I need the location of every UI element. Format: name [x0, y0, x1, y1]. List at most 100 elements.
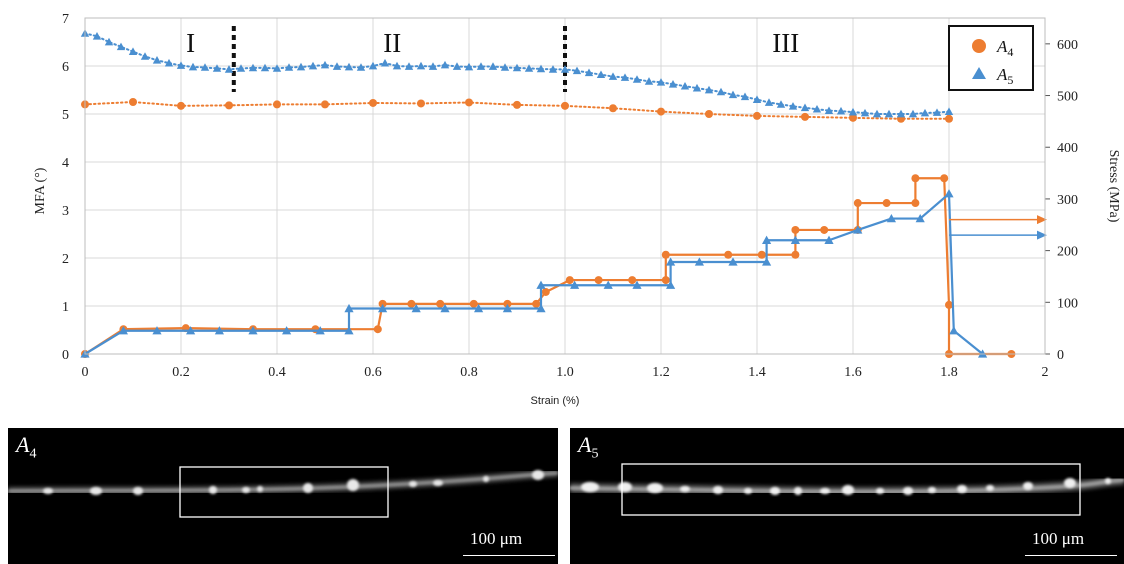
stress-point-a5	[728, 257, 738, 266]
y-left-tick-label: 1	[62, 300, 69, 315]
x-tick-label: 0.2	[172, 365, 190, 380]
stress-point-a5	[915, 213, 925, 223]
mfa-point-a5	[212, 64, 222, 72]
scale-bar-label-a5: 100 μm	[1032, 529, 1085, 548]
stress-point-a5	[944, 189, 954, 198]
legend-letter: A	[996, 37, 1008, 56]
mfa-point-a5	[488, 62, 498, 70]
mfa-point-a5	[668, 80, 678, 88]
region-label: I	[186, 28, 195, 58]
y-right-tick-label: 300	[1057, 193, 1078, 208]
mfa-point-a5	[788, 102, 798, 110]
y-left-tick-label: 3	[62, 204, 69, 219]
y-left-tick-label: 2	[62, 252, 69, 267]
mfa-point-a5	[608, 72, 618, 80]
stress-point-a5	[214, 326, 224, 335]
stress-point-a4	[407, 299, 416, 308]
mfa-point-a5	[104, 37, 114, 46]
y-left-tick-label: 5	[62, 108, 69, 123]
stress-point-a5	[853, 225, 863, 234]
legend-label-a5: A5	[996, 65, 1013, 87]
legend-marker-a5	[972, 67, 986, 79]
mfa-point-a5	[536, 64, 546, 73]
mfa-point-a4	[609, 104, 617, 113]
stress-point-a4	[791, 250, 800, 259]
stress-point-a4	[911, 199, 920, 208]
mfa-point-a5	[224, 65, 234, 73]
mfa-point-a4	[273, 100, 281, 109]
mfa-point-a5	[860, 108, 870, 117]
stress-point-a5	[666, 280, 676, 289]
mfa-point-a5	[404, 62, 414, 70]
stress-point-a5	[186, 326, 196, 335]
stress-point-a4	[594, 276, 603, 285]
scale-bar-a5	[1025, 555, 1117, 556]
mfa-point-a5	[428, 62, 438, 70]
x-tick-label: 1.8	[940, 365, 958, 380]
stress-point-a5	[824, 235, 834, 244]
stress-line-a5	[84, 192, 984, 355]
mfa-point-a5	[716, 87, 726, 96]
mfa-point-a5	[548, 65, 558, 73]
stress-point-a5	[632, 280, 642, 289]
region-label: III	[772, 28, 799, 58]
stress-point-a5	[282, 326, 292, 335]
legend: A4 A5	[948, 25, 1034, 91]
mfa-point-a5	[584, 68, 594, 77]
mfa-point-a5	[392, 61, 402, 70]
y-right-tick-label: 600	[1057, 38, 1078, 53]
mfa-point-a4	[801, 112, 809, 121]
mfa-point-a5	[812, 105, 822, 113]
panel-label-a5: A5	[578, 432, 599, 462]
y-left-tick-label: 6	[62, 60, 69, 75]
mfa-point-a5	[464, 62, 474, 71]
mfa-point-a5	[116, 42, 126, 51]
legend-letter: A	[996, 65, 1008, 84]
scale-bar-label-a4: 100 μm	[470, 529, 523, 548]
mfa-point-a5	[740, 92, 750, 101]
stress-point-a4	[378, 299, 387, 308]
mfa-point-a5	[452, 62, 462, 70]
mfa-point-a5	[920, 108, 930, 117]
stress-point-a5	[118, 326, 128, 335]
mfa-point-a4	[225, 101, 233, 110]
mfa-point-a5	[632, 75, 642, 83]
stress-point-a5	[502, 303, 512, 313]
stress-point-a4	[661, 250, 670, 259]
stress-point-a5	[570, 280, 580, 289]
mfa-point-a5	[248, 63, 258, 72]
mfa-point-a5	[524, 64, 534, 72]
mfa-point-a5	[872, 109, 882, 118]
stress-point-a4	[945, 300, 953, 309]
y-axis-left-title: MFA (°)	[33, 167, 48, 214]
mfa-point-a4	[657, 107, 665, 116]
y-right-tick-label: 500	[1057, 90, 1078, 105]
stress-point-a4	[820, 225, 829, 234]
x-tick-label: 1.0	[556, 365, 574, 380]
mfa-point-a5	[320, 60, 330, 69]
stress-point-a4	[940, 174, 949, 183]
mfa-point-a4	[369, 98, 377, 107]
stress-point-a4	[791, 225, 800, 234]
mfa-point-a5	[308, 61, 318, 70]
mfa-point-a5	[344, 62, 354, 71]
legend-label-a4: A4	[996, 37, 1013, 59]
stress-point-a4	[503, 299, 512, 308]
mfa-point-a5	[140, 52, 150, 60]
mfa-point-a5	[908, 109, 918, 118]
stress-point-a5	[315, 326, 325, 335]
stress-point-a4	[373, 325, 382, 334]
stress-point-a5	[440, 303, 450, 313]
stress-point-a4	[541, 287, 550, 296]
mfa-point-a5	[164, 58, 174, 67]
stress-point-a5	[344, 326, 354, 335]
legend-marker-a4	[972, 39, 986, 53]
mfa-point-a5	[356, 63, 366, 71]
series-layer	[80, 29, 1047, 358]
stress-point-a5	[694, 257, 704, 266]
mfa-point-a5	[260, 63, 270, 72]
stress-point-a5	[666, 257, 676, 266]
mfa-point-a5	[692, 83, 702, 92]
mfa-point-a5	[500, 63, 510, 71]
mfa-point-a5	[440, 60, 450, 69]
